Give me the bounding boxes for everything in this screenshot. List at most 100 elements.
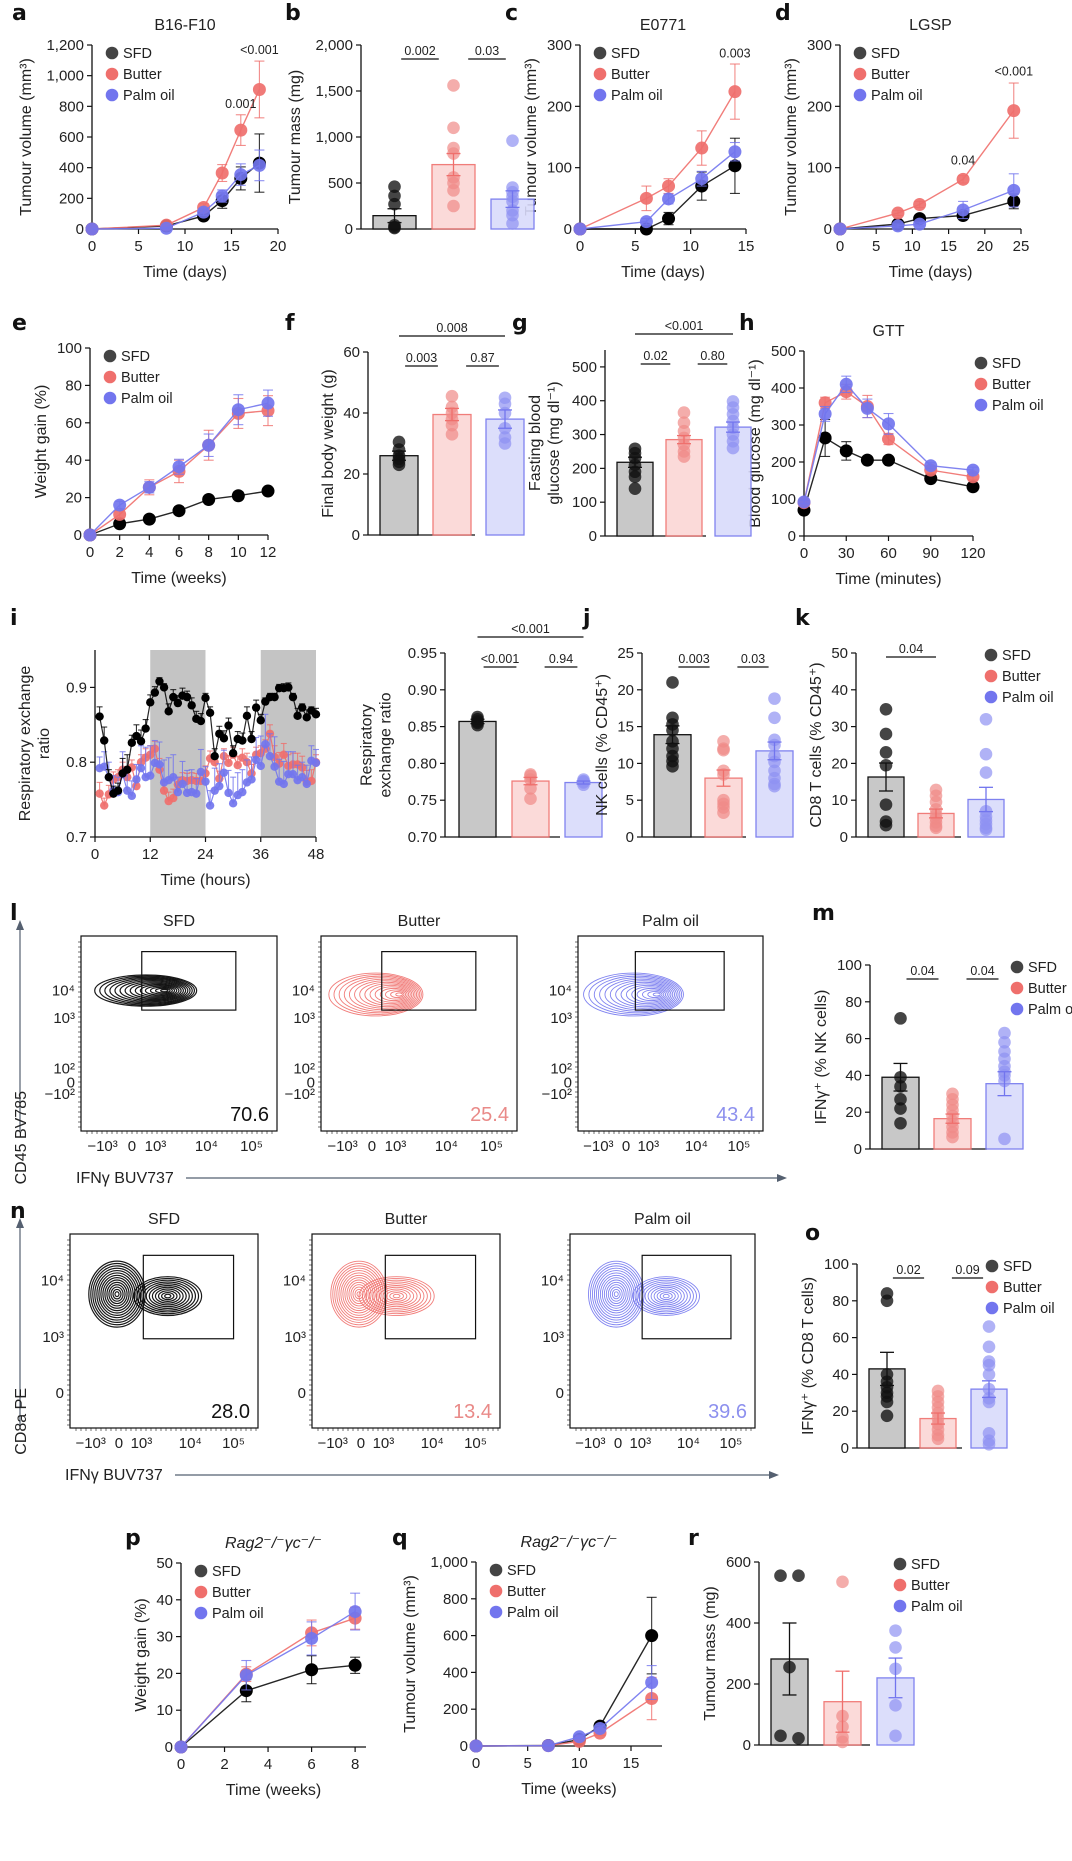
- y-tick-label: 40: [845, 1067, 862, 1084]
- x-axis-label: Time (days): [143, 264, 227, 281]
- y-axis-label: Tumour volume (mm³): [18, 58, 35, 216]
- bar: [564, 781, 603, 838]
- y-tick-label: 0: [345, 221, 353, 238]
- data-point: [302, 779, 311, 789]
- contour-level: [653, 1288, 679, 1304]
- x-tick-label: 0: [88, 238, 96, 255]
- data-point: [541, 1739, 555, 1753]
- data-point: [882, 432, 895, 446]
- y-tick-label: 300: [547, 37, 572, 54]
- gate-percentage: 70.6: [230, 1104, 269, 1126]
- y-tick-label: 300: [807, 37, 832, 54]
- data-point: [1007, 183, 1021, 197]
- y-tick-label: 0: [854, 1141, 862, 1158]
- data-point: [104, 772, 114, 782]
- panel-label: d: [775, 1, 791, 26]
- contour-level: [389, 1292, 404, 1301]
- x-tick-label: 5: [523, 1755, 531, 1772]
- x-axis-label: Time (hours): [160, 872, 250, 889]
- x-tick-label: 4: [264, 1756, 272, 1773]
- data-point: [228, 799, 238, 808]
- legend-marker-butter: [853, 67, 867, 81]
- bar-group-butter: [432, 389, 472, 536]
- p-value-label: 0.008: [436, 321, 467, 335]
- bar-group-palm-oil: [970, 1320, 1008, 1451]
- flow-y-tick-label: 10³: [53, 1010, 75, 1027]
- x-tick-label: 5: [134, 238, 142, 255]
- data-point: [1007, 104, 1021, 118]
- y-tick-label: 0: [743, 1737, 751, 1754]
- x-tick-label: 2: [115, 544, 123, 561]
- legend-label: Butter: [611, 67, 650, 83]
- contour-level: [382, 1288, 411, 1304]
- y-tick-label: 200: [726, 1676, 751, 1693]
- data-point: [726, 441, 740, 455]
- series-line: [579, 151, 736, 230]
- contour-level: [593, 1267, 639, 1321]
- flow-x-tick-label: 10⁵: [222, 1435, 245, 1452]
- flow-y-tick-label: 10⁴: [52, 983, 75, 1000]
- data-point: [256, 716, 265, 725]
- arrow-head-icon: [16, 1218, 24, 1228]
- flow-plot-butter: Butter 10⁴ 10³ 0 −10³ 0 10³ 10⁴ 10⁵ 13.4: [283, 1211, 501, 1452]
- legend-marker-palm-oil: [893, 1599, 907, 1613]
- flow-y-tick-label: 10²: [293, 1061, 315, 1078]
- data-point: [879, 727, 893, 741]
- series-line: [803, 436, 974, 511]
- legend-marker-sfd: [974, 356, 988, 370]
- data-point: [251, 703, 261, 712]
- contour-level: [350, 1284, 368, 1305]
- data-point: [388, 180, 401, 193]
- data-point: [95, 712, 104, 721]
- flow-plot-frame: [569, 1233, 756, 1429]
- bar-group-palm-oil: [485, 391, 525, 536]
- flow-plot-title: Palm oil: [634, 1211, 691, 1228]
- flow-y-tick-label: 0: [307, 1074, 315, 1091]
- chart-panel-f: 0 20 40 60 Final body weight (g) 0.003 0.87 0.0…: [285, 311, 525, 544]
- data-point: [238, 787, 247, 797]
- legend-marker-palm-oil: [1010, 1002, 1024, 1016]
- y-tick-label: 0: [76, 221, 84, 238]
- legend-label: SFD: [212, 1564, 241, 1580]
- y-tick-label: 500: [328, 175, 353, 192]
- bar-group-sfd: [868, 1287, 906, 1449]
- data-point: [261, 396, 275, 410]
- series-line: [839, 189, 1015, 230]
- flow-plot-title: Butter: [385, 1211, 428, 1228]
- legend-marker-butter: [105, 67, 119, 81]
- contour-plot: [588, 1260, 700, 1328]
- flow-y-axis-label: CD8a PE: [13, 1388, 30, 1455]
- data-point: [628, 482, 642, 495]
- contour-level: [583, 972, 684, 1017]
- p-value-label: 0.03: [741, 652, 765, 666]
- y-tick-label: 0.9: [66, 679, 87, 696]
- panel-label: m: [812, 901, 835, 926]
- p-value-label: 0.003: [406, 351, 437, 365]
- flow-x-tick-label: 0: [368, 1138, 376, 1155]
- data-point: [100, 762, 109, 771]
- data-point: [173, 698, 183, 708]
- chart-panel-c: 0 100 200 300 Tumour volume (mm³) 0 5 10 15 Time …: [505, 1, 754, 281]
- flow-x-axis-label: IFNγ BUV737: [65, 1467, 163, 1484]
- data-point: [979, 823, 993, 836]
- data-point: [998, 1035, 1011, 1049]
- data-point: [645, 1629, 659, 1643]
- series-palm-oil: [469, 1665, 659, 1753]
- data-point: [173, 787, 183, 797]
- gate-rectangle: [641, 1254, 732, 1340]
- contour-level: [592, 1265, 641, 1323]
- data-point: [252, 158, 266, 172]
- gate-rectangle: [634, 950, 725, 1011]
- flow-x-tick-label: 10⁵: [727, 1138, 750, 1155]
- panel-label: e: [12, 311, 27, 336]
- flow-y-axis-label: CD45 BV785: [13, 1091, 30, 1184]
- data-point: [572, 1730, 586, 1744]
- contour-level: [611, 1288, 621, 1300]
- data-point: [146, 698, 155, 707]
- data-point: [677, 406, 691, 419]
- data-point: [169, 772, 178, 782]
- flow-x-tick-label: 10⁵: [464, 1435, 487, 1452]
- panel-label: a: [12, 1, 27, 26]
- gate-percentage: 43.4: [716, 1104, 755, 1126]
- contour-level: [134, 983, 180, 998]
